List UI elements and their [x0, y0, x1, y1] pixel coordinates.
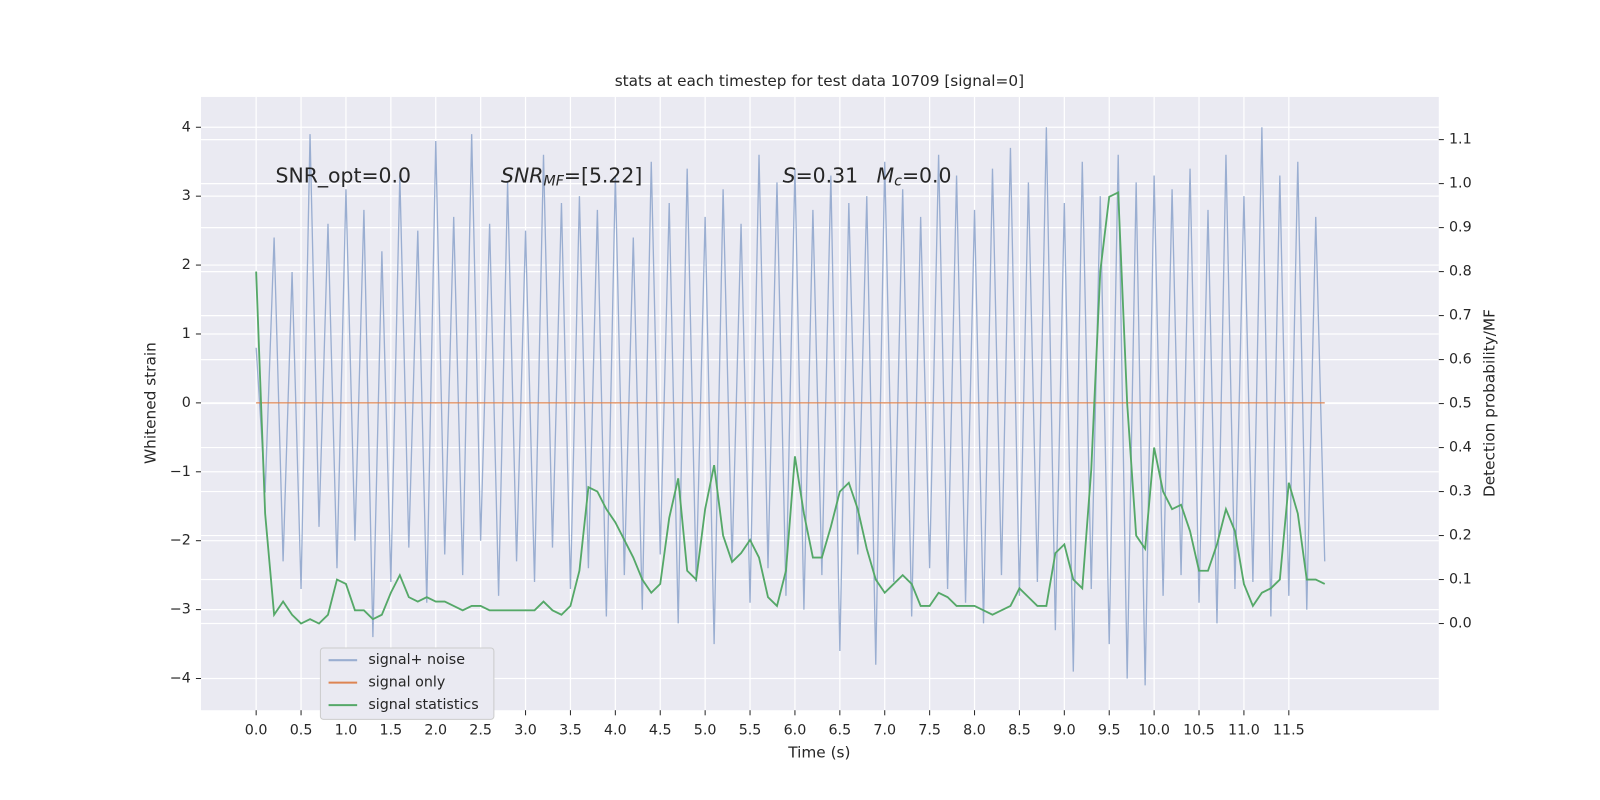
x-tick-label: 8.5 [1008, 723, 1031, 739]
x-tick-label: 0.5 [290, 723, 313, 739]
x-tick-label: 6.0 [784, 723, 807, 739]
x-tick-label: 7.0 [873, 723, 896, 739]
x-tick-label: 3.5 [559, 723, 582, 739]
y2-tick-label: 0.4 [1449, 440, 1472, 456]
y2-tick-label: 0.6 [1449, 352, 1472, 368]
annotation-part: c [894, 174, 902, 190]
annotation-part: =0.31 [796, 164, 859, 188]
x-tick-label: 9.5 [1098, 723, 1121, 739]
x-tick-label: 10.5 [1183, 723, 1215, 739]
annotation-part: =[5.22] [564, 164, 642, 188]
legend: signal+ noise signal only signal statistic… [319, 647, 495, 720]
x-axis-label: Time (s) [787, 744, 850, 762]
legend-label: signal statistics [368, 697, 478, 713]
y2-tick-label: 0.5 [1449, 396, 1472, 412]
x-tick-label: 2.5 [469, 723, 492, 739]
x-tick-label: 2.0 [424, 723, 447, 739]
annotation: S=0.31 [783, 164, 858, 188]
y2-tick-label: 0.2 [1449, 528, 1472, 544]
x-tick-label: 8.0 [963, 723, 986, 739]
x-tick-label: 6.5 [828, 723, 851, 739]
x-tick-label: 3.0 [514, 723, 537, 739]
annotation-part: =0.0 [902, 164, 952, 188]
annotation-part: SNR_opt=0.0 [276, 164, 412, 189]
series-line [255, 190, 1326, 625]
annotation-part: MF [543, 174, 564, 190]
annotation-part: S [783, 164, 796, 188]
x-tick-label: 7.5 [918, 723, 941, 739]
x-tick-label: 4.5 [649, 723, 672, 739]
legend-label: signal only [368, 675, 445, 691]
annotation: SNR_opt=0.0 [276, 164, 412, 189]
y2-tick-label: 1.0 [1449, 176, 1472, 192]
y2-tick-label: 1.1 [1449, 132, 1472, 148]
legend-label: signal+ noise [368, 652, 465, 668]
x-tick-label: 11.0 [1228, 723, 1260, 739]
y2-tick-label: 0.1 [1449, 572, 1472, 588]
y2-axis-label: Detection probability/MF [1480, 309, 1498, 497]
y2-tick-label: 0.3 [1449, 484, 1472, 500]
x-tick-label: 0.0 [245, 723, 268, 739]
x-tick-label: 5.5 [739, 723, 762, 739]
y2-tick-label: 0.9 [1449, 220, 1472, 236]
y-axis-label: Whitened strain [142, 342, 160, 464]
y2-tick-label: 0.0 [1449, 616, 1472, 632]
x-tick-label: 4.0 [604, 723, 627, 739]
x-tick-label: 9.0 [1053, 723, 1076, 739]
x-tick-label: 5.0 [694, 723, 717, 739]
y-tick-label: 2 [182, 257, 191, 273]
annotation: Mc=0.0 [877, 164, 952, 190]
x-tick-label: 10.0 [1138, 723, 1170, 739]
annotation-part: SNR [501, 164, 543, 188]
y-tick-label: −2 [170, 533, 191, 549]
x-tick-label: 1.0 [335, 723, 358, 739]
chart-title: stats at each timestep for test data 107… [615, 72, 1024, 90]
x-tick-label: 1.5 [380, 723, 403, 739]
y-tick-label: 1 [182, 326, 191, 342]
y2-tick-label: 0.8 [1449, 264, 1472, 280]
x-tick-label: 11.5 [1273, 723, 1305, 739]
y-tick-label: −1 [170, 464, 191, 480]
y-tick-label: 4 [182, 119, 191, 135]
y-tick-label: 3 [182, 188, 191, 204]
y2-tick-label: 0.7 [1449, 308, 1472, 324]
legend-box [319, 647, 495, 720]
annotation: SNRMF=[5.22] [501, 164, 642, 190]
y-tick-label: −4 [170, 671, 191, 687]
annotation-part: M [877, 164, 895, 188]
series-line [255, 127, 1326, 686]
y-tick-label: 0 [182, 395, 191, 411]
y-tick-label: −3 [170, 602, 191, 618]
